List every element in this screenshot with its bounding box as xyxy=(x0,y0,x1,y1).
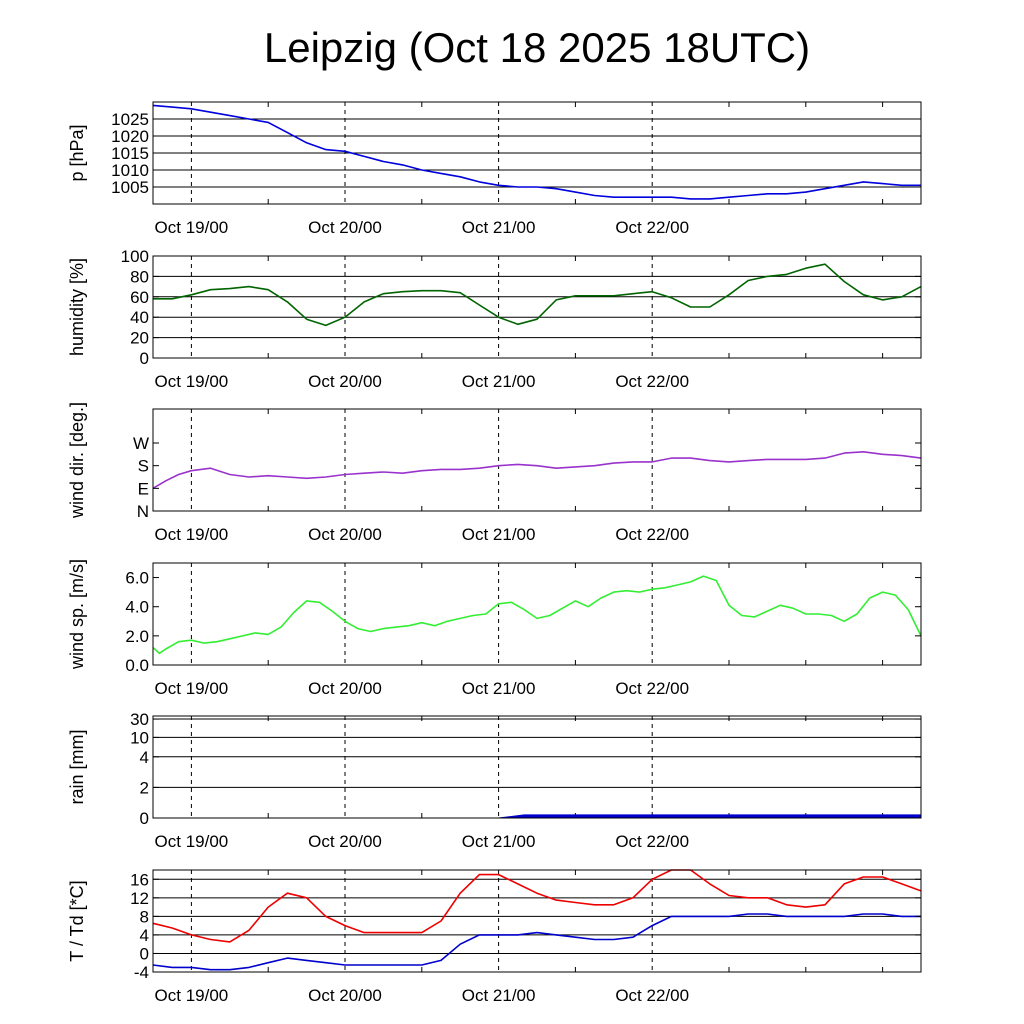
y-axis-label: humidity [%] xyxy=(67,258,87,356)
y-tick-label: W xyxy=(133,434,149,453)
plot-frame xyxy=(152,715,922,819)
y-tick-label: S xyxy=(138,457,149,476)
y-axis-label: wind dir. [deg.] xyxy=(67,402,87,519)
y-tick-label: 1015 xyxy=(111,144,149,163)
wind-speed-series-line-0 xyxy=(152,575,922,655)
temperature-series-line-1 xyxy=(152,913,921,971)
x-tick-label: Oct 22/00 xyxy=(615,679,689,698)
y-tick-label: 60 xyxy=(130,288,149,307)
wind-speed-panel: 0.0 2.0 4.0 6.0 wind sp. [m/s] Oct 19/00 Oct 2… xyxy=(67,559,922,698)
plot-frame xyxy=(152,255,922,359)
wind-direction-series-line-0 xyxy=(152,450,922,489)
x-tick-label: Oct 22/00 xyxy=(615,218,689,237)
y-tick-label: -4 xyxy=(134,963,149,982)
y-tick-label: 1010 xyxy=(111,161,149,180)
page-title: Leipzig (Oct 18 2025 18UTC) xyxy=(263,24,811,71)
x-tick-label: Oct 21/00 xyxy=(462,986,536,1005)
y-axis-label: p [hPa] xyxy=(67,124,87,181)
x-tick-label: Oct 21/00 xyxy=(462,218,536,237)
x-tick-label: Oct 19/00 xyxy=(155,679,229,698)
y-tick-label: 0.0 xyxy=(125,656,149,675)
y-tick-label: 10 xyxy=(130,728,149,747)
y-axis-label: T / Td [*C] xyxy=(67,880,87,961)
y-tick-label: 40 xyxy=(130,308,149,327)
y-tick-label: E xyxy=(138,479,149,498)
y-tick-label: 100 xyxy=(121,247,149,266)
y-tick-label: 30 xyxy=(130,710,149,729)
y-tick-label: 16 xyxy=(130,870,149,889)
x-tick-label: Oct 22/00 xyxy=(615,372,689,391)
x-tick-label: Oct 19/00 xyxy=(155,525,229,544)
x-tick-label: Oct 19/00 xyxy=(155,372,229,391)
y-tick-label: 4 xyxy=(140,926,149,945)
x-tick-label: Oct 22/00 xyxy=(615,525,689,544)
y-tick-label: N xyxy=(137,502,149,521)
x-tick-label: Oct 21/00 xyxy=(462,525,536,544)
x-tick-label: Oct 21/00 xyxy=(462,832,536,851)
x-tick-label: Oct 21/00 xyxy=(462,372,536,391)
x-tick-label: Oct 19/00 xyxy=(155,832,229,851)
x-tick-label: Oct 20/00 xyxy=(308,525,382,544)
y-tick-label: 1025 xyxy=(111,110,149,129)
y-tick-label: 80 xyxy=(130,267,149,286)
y-tick-label: 6.0 xyxy=(125,569,149,588)
temperature-series-line-0 xyxy=(152,869,922,943)
humidity-series-line-0 xyxy=(153,263,922,327)
x-tick-label: Oct 22/00 xyxy=(615,986,689,1005)
y-tick-label: 4.0 xyxy=(125,598,149,617)
y-tick-label: 1020 xyxy=(111,127,149,146)
x-tick-label: Oct 20/00 xyxy=(308,986,382,1005)
y-tick-label: 0 xyxy=(140,944,149,963)
y-tick-label: 12 xyxy=(130,889,149,908)
y-axis-label: wind sp. [m/s] xyxy=(67,559,87,670)
x-tick-label: Oct 20/00 xyxy=(308,218,382,237)
x-tick-label: Oct 20/00 xyxy=(308,372,382,391)
x-tick-label: Oct 20/00 xyxy=(308,832,382,851)
x-tick-label: Oct 19/00 xyxy=(155,986,229,1005)
y-tick-label: 2.0 xyxy=(125,627,149,646)
plot-frame xyxy=(152,408,922,512)
y-tick-label: 0 xyxy=(140,809,149,828)
x-tick-label: Oct 19/00 xyxy=(155,218,229,237)
x-tick-label: Oct 21/00 xyxy=(462,679,536,698)
y-tick-label: 2 xyxy=(140,778,149,797)
plot-frame xyxy=(152,869,922,973)
plot-frame xyxy=(152,562,922,666)
pressure-series-line-0 xyxy=(152,104,921,200)
y-tick-label: 4 xyxy=(140,748,149,767)
x-tick-label: Oct 22/00 xyxy=(615,832,689,851)
y-tick-label: 1005 xyxy=(111,178,149,197)
y-tick-label: 8 xyxy=(140,907,149,926)
y-axis-label: rain [mm] xyxy=(67,729,87,804)
y-tick-label: 20 xyxy=(130,329,149,348)
y-tick-label: 0 xyxy=(140,349,149,368)
x-tick-label: Oct 20/00 xyxy=(308,679,382,698)
